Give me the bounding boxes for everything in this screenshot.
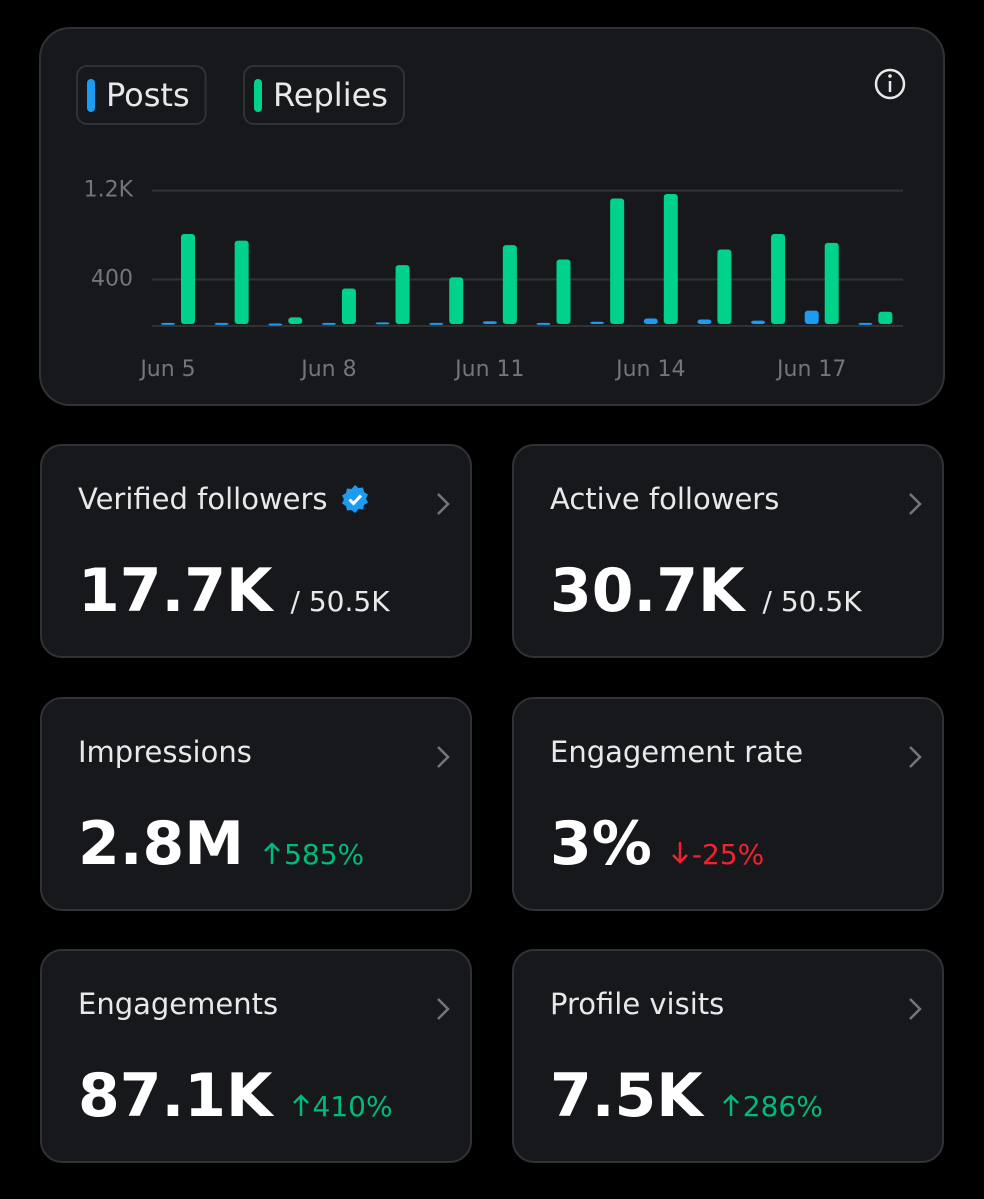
- x-tick-label: Jun 17: [775, 357, 846, 382]
- legend-swatch: [254, 79, 262, 112]
- card-title: Verified followers: [78, 482, 370, 516]
- card-change-text: 286%: [742, 1090, 823, 1123]
- card-change-text: -25%: [691, 838, 765, 871]
- card-value: 30.7K / 50.5K: [550, 556, 862, 626]
- card-value: 2.8M 585%: [78, 809, 364, 879]
- chevron: [437, 998, 450, 1020]
- bar: [804, 310, 819, 324]
- legend-label: Replies: [273, 76, 388, 114]
- legend-label: Posts: [106, 76, 190, 114]
- bar: [449, 277, 464, 324]
- bar: [234, 240, 249, 324]
- card-value-text: 2.8M: [78, 809, 244, 879]
- stat-card[interactable]: Verified followers 17.7K / 50.5K: [40, 444, 472, 658]
- bar: [321, 322, 336, 325]
- legend-chip[interactable]: [76, 65, 207, 125]
- card-title: Engagements: [78, 987, 278, 1021]
- stat-card[interactable]: Profile visits 7.5K 286%: [512, 949, 944, 1163]
- card-value-text: 87.1K: [78, 1061, 273, 1131]
- card-title-text: Engagement rate: [550, 735, 804, 769]
- card-title: Profile visits: [550, 987, 724, 1021]
- bar: [502, 245, 517, 324]
- card-title-text: Impressions: [78, 735, 252, 769]
- stat-card[interactable]: Impressions 2.8M 585%: [40, 697, 472, 911]
- stat-card[interactable]: Engagements 87.1K 410%: [40, 949, 472, 1163]
- x-tick-label: Jun 14: [614, 357, 685, 382]
- card-total: / 50.5K: [762, 585, 862, 618]
- trend-arrow: [264, 842, 280, 864]
- card-value-text: 30.7K: [550, 556, 745, 626]
- trend-arrow: [671, 842, 688, 864]
- card-change: 585%: [262, 838, 364, 871]
- card-total: / 50.5K: [290, 585, 390, 618]
- x-tick-label: Jun 8: [299, 357, 356, 382]
- card-value: 7.5K 286%: [550, 1061, 823, 1131]
- y-tick-label: 400: [91, 267, 133, 292]
- chart: Posts Replies 400 1.2K Jun 5 Jun 8 Jun 11 Jun 1…: [39, 27, 945, 406]
- stat-card[interactable]: Engagement rate 3% -25%: [512, 697, 944, 911]
- bar: [161, 322, 175, 325]
- card-title-text: Verified followers: [78, 482, 328, 516]
- trend-arrow: [292, 1094, 309, 1116]
- bar: [824, 242, 839, 324]
- verified-badge: [341, 485, 368, 513]
- legend-chip[interactable]: [243, 65, 405, 125]
- x-tick-label: Jun 5: [138, 357, 195, 382]
- legend-swatch: [87, 79, 95, 112]
- bar: [181, 234, 195, 324]
- bar: [482, 321, 497, 324]
- chevron: [437, 493, 450, 515]
- bar: [341, 288, 356, 324]
- card-title-text: Engagements: [78, 987, 279, 1021]
- bar: [590, 321, 605, 324]
- bar: [663, 194, 678, 324]
- bar: [697, 319, 712, 324]
- card-change-text: 585%: [284, 838, 365, 871]
- card-value-text: 17.7K: [78, 556, 273, 626]
- bar: [268, 323, 283, 326]
- card-value: 17.7K / 50.5K: [78, 556, 390, 626]
- card-title: Impressions: [78, 735, 252, 769]
- card-value-text: 7.5K: [550, 1061, 703, 1131]
- stat-card[interactable]: Active followers 30.7K / 50.5K: [512, 444, 944, 658]
- chevron: [437, 746, 450, 768]
- bar: [429, 322, 444, 325]
- bar: [878, 311, 893, 324]
- card-change: 410%: [291, 1090, 393, 1123]
- trend-arrow: [722, 1094, 739, 1116]
- card-title-text: Active followers: [550, 482, 780, 516]
- bar: [717, 249, 732, 324]
- bar: [536, 322, 551, 325]
- chevron: [909, 493, 922, 515]
- card-value-text: 3%: [550, 809, 652, 879]
- bar: [751, 320, 766, 324]
- card-value: 87.1K 410%: [78, 1061, 393, 1131]
- chevron: [909, 998, 922, 1020]
- bar: [214, 322, 229, 325]
- chevron: [909, 746, 922, 768]
- card-change-text: 410%: [312, 1090, 393, 1123]
- bar: [643, 318, 658, 324]
- card-change: -25%: [670, 838, 764, 871]
- bar: [288, 317, 303, 324]
- x-tick-label: Jun 11: [453, 357, 524, 382]
- card-title: Active followers: [550, 482, 779, 516]
- card-value: 3% -25%: [550, 809, 764, 879]
- card-title-text: Profile visits: [550, 987, 725, 1021]
- y-tick-label: 1.2K: [84, 178, 134, 203]
- bar: [771, 234, 786, 324]
- card-change: 286%: [721, 1090, 823, 1123]
- bar: [395, 265, 410, 324]
- info-icon[interactable]: [874, 68, 906, 100]
- bar: [375, 322, 390, 325]
- bar: [858, 322, 873, 325]
- bar: [610, 198, 625, 324]
- bar: [556, 259, 571, 324]
- card-title: Engagement rate: [550, 735, 803, 769]
